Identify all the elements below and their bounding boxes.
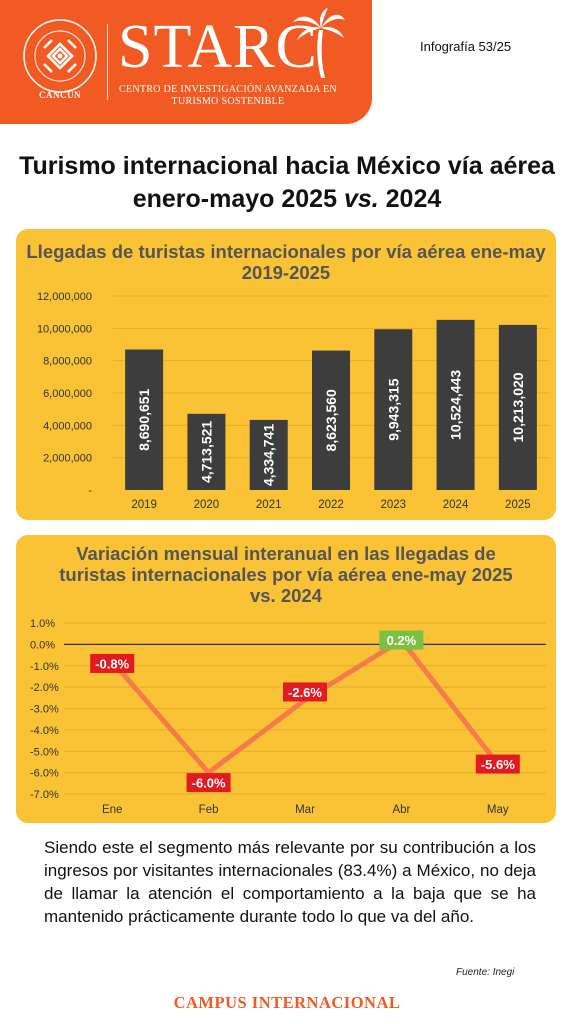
bar-y-tick-label: 2,000,000 [43, 453, 92, 465]
bar-value-label: 4,713,521 [198, 421, 214, 483]
line-x-tick-label: Abr [392, 804, 410, 816]
bar-value-label: 8,623,560 [323, 389, 339, 451]
bar [125, 349, 164, 490]
bar-y-tick-label: 12,000,000 [37, 291, 92, 303]
page-title-year: 2024 [385, 185, 442, 213]
line-chart: 1.0% 0.0% -1.0% -2.0% -3.0% -4.0% -5.0% -6.0% -7… [30, 618, 546, 816]
line-x-tick-label: May [487, 804, 509, 816]
line-value-label: -6.0% [192, 776, 226, 791]
line-x-tick-label: Mar [295, 804, 315, 816]
line-y-tick-label: 0.0% [30, 639, 55, 651]
line-y-tick-label: -6.0% [30, 768, 59, 780]
footer-campus: CAMPUS INTERNACIONAL [173, 993, 401, 1012]
bar [249, 419, 288, 490]
page-title: Turismo internacional hacia México vía a… [0, 150, 574, 216]
line-chart-panel: Variación mensual interanual en las lleg… [16, 535, 556, 823]
palm-tree-icon [293, 8, 345, 78]
line-value-label: 0.2% [387, 633, 417, 648]
line-value-label: -2.6% [288, 685, 322, 700]
bar [498, 324, 537, 490]
line-x-tick-label: Feb [199, 804, 219, 816]
brand-subtitle: CENTRO DE INVESTIGACIÓN AVANZADA EN TURI… [119, 84, 337, 107]
header-divider [107, 24, 108, 100]
bar-chart-title: Llegadas de turistas internacionales por… [26, 241, 546, 283]
series-line [109, 637, 501, 776]
bar-x-tick-label: 2023 [380, 499, 406, 511]
bar [187, 413, 226, 490]
bar-x-tick-label: 2019 [131, 499, 157, 511]
bar-value-label: 10,524,443 [448, 370, 464, 440]
bar-x-tick-label: 2020 [194, 499, 220, 511]
bar [312, 350, 350, 490]
bar-y-tick-label: 10,000,000 [37, 323, 92, 335]
line-value-label-box [186, 773, 231, 793]
line-value-label-box [475, 754, 520, 774]
bar [436, 319, 475, 490]
infographic-number: Infografía 53/25 [420, 39, 512, 54]
bar-x-tick-label: 2024 [443, 499, 469, 511]
page-title-main: Turismo internacional hacia México vía a… [19, 152, 555, 213]
line-y-tick-label: 1.0% [30, 618, 55, 630]
header-band: CANCÚN STARC CENTRO DE INVESTIGACIÓN AVA… [0, 0, 372, 124]
brand-name: STARC [118, 13, 318, 81]
bar-chart: - 2,000,000 4,000,000 6,000,000 8,000,000 10,… [37, 291, 549, 511]
bar-value-label: 4,334,741 [261, 424, 277, 486]
line-chart-title: Variación mensual interanual en las lleg… [59, 543, 513, 606]
bar-value-label: 9,943,315 [385, 378, 401, 440]
source-note: Fuente: Inegi [456, 967, 515, 978]
bar-value-label: 8,690,651 [136, 388, 152, 450]
bar-x-tick-label: 2022 [318, 499, 344, 511]
line-y-tick-label: -5.0% [30, 746, 59, 758]
bar-chart-panel: Llegadas de turistas internacionales por… [16, 229, 556, 520]
university-city: CANCÚN [39, 90, 81, 100]
line-value-label-box [90, 653, 135, 673]
line-value-label-box [283, 682, 327, 702]
line-y-tick-label: -1.0% [30, 661, 59, 673]
line-y-tick-label: -3.0% [30, 704, 59, 716]
body-paragraph: Siendo este el segmento más relevante po… [44, 838, 536, 926]
line-y-tick-label: -7.0% [30, 789, 59, 801]
bar-y-tick-label: 8,000,000 [43, 356, 92, 368]
line-x-tick-label: Ene [102, 804, 122, 816]
bar-x-tick-label: 2021 [256, 499, 282, 511]
line-y-tick-label: -2.0% [30, 682, 59, 694]
line-y-tick-label: -4.0% [30, 725, 59, 737]
line-value-label-box [379, 630, 424, 650]
bar-value-label: 10,213,020 [510, 372, 526, 442]
line-value-label: -5.6% [481, 757, 515, 772]
line-value-label: -0.8% [95, 656, 129, 671]
university-seal-logo [23, 19, 97, 93]
bar-x-tick-label: 2025 [505, 499, 531, 511]
page-title-vs: vs. [343, 185, 379, 213]
bar-y-tick-label: 6,000,000 [43, 388, 92, 400]
bar-y-tick-label: - [88, 485, 92, 497]
bar [374, 329, 413, 490]
bar-y-tick-label: 4,000,000 [43, 420, 92, 432]
